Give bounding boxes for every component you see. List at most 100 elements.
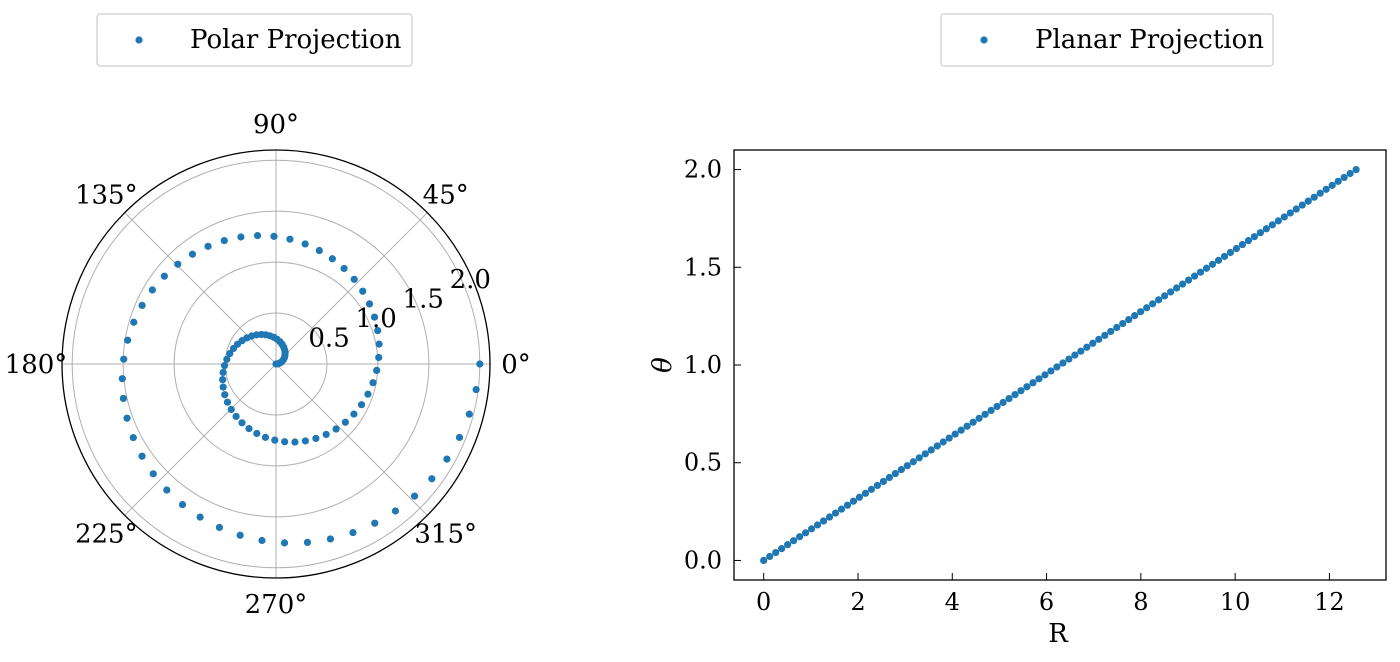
polar-point: [322, 430, 330, 439]
polar-point: [391, 507, 400, 515]
planar-point: [915, 454, 923, 462]
polar-point: [443, 455, 451, 463]
planar-legend-marker: [980, 36, 988, 44]
polar-point: [280, 539, 289, 547]
polar-point: [350, 410, 358, 418]
planar-point: [957, 426, 965, 434]
polar-legend: Polar Projection: [96, 13, 413, 67]
polar-point: [410, 492, 419, 500]
polar-point: [312, 434, 320, 442]
planar-point: [1328, 181, 1336, 189]
polar-point: [236, 531, 244, 539]
polar-point: [221, 391, 229, 399]
polar-point: [120, 355, 128, 363]
polar-radius-label: 0.5: [308, 324, 349, 354]
planar-point: [790, 537, 798, 545]
planar-point: [766, 552, 774, 561]
polar-legend-box: [96, 13, 413, 67]
polar-point: [326, 535, 335, 543]
planar-point: [885, 473, 893, 482]
planar-point: [1077, 347, 1085, 355]
polar-angle-label: 225°: [75, 520, 138, 550]
planar-point: [1340, 173, 1348, 182]
planar-point: [1352, 165, 1360, 174]
polar-point: [365, 300, 374, 308]
planar-point: [1226, 248, 1235, 257]
planar-point: [1125, 315, 1133, 324]
planar-point: [1202, 264, 1211, 272]
polar-point: [340, 264, 348, 273]
planar-point: [807, 525, 816, 533]
polar-point: [148, 286, 156, 294]
planar-point: [1131, 312, 1139, 320]
polar-point: [219, 383, 227, 391]
planar-point: [849, 497, 858, 505]
planar-point: [1172, 284, 1181, 292]
planar-point: [855, 493, 864, 501]
planar-point: [796, 533, 804, 541]
planar-point: [1035, 375, 1043, 383]
planar-point: [1155, 296, 1163, 304]
planar-point: [1059, 359, 1067, 367]
planar-point: [1274, 217, 1282, 225]
planar-point: [1089, 339, 1097, 347]
polar-point: [472, 385, 480, 394]
polar-point: [130, 318, 138, 326]
planar-point: [1161, 292, 1169, 300]
cartesian-chart: 0 2 4 6 8 10 12 0.0 0.5 1.0 1.5 2.0 R θ: [648, 149, 1387, 649]
x-axis-label: R: [1048, 619, 1069, 649]
planar-point: [1047, 367, 1055, 375]
polar-point: [455, 433, 464, 442]
polar-point: [476, 360, 484, 368]
planar-point: [1334, 177, 1342, 185]
polar-angle-label: 270°: [245, 590, 308, 620]
planar-point: [903, 462, 911, 470]
polar-point: [223, 398, 232, 406]
planar-point: [921, 450, 929, 458]
polar-point: [371, 519, 379, 527]
polar-point: [291, 438, 299, 446]
planar-legend: Planar Projection: [940, 13, 1274, 67]
planar-point: [1298, 201, 1306, 209]
polar-scatter-series: [118, 232, 484, 547]
planar-point: [1196, 268, 1205, 276]
polar-point: [303, 538, 312, 547]
planar-point: [1322, 185, 1330, 193]
planar-point: [1023, 383, 1031, 391]
planar-point: [969, 418, 977, 426]
planar-point: [909, 458, 917, 466]
y-tick-label: 0.0: [684, 546, 722, 574]
cartesian-ticks: 0 2 4 6 8 10 12 0.0 0.5 1.0 1.5 2.0: [684, 156, 1345, 616]
polar-radius-label: 2.0: [450, 265, 491, 295]
polar-point: [196, 513, 204, 521]
polar-point: [332, 425, 340, 433]
polar-point: [349, 528, 357, 537]
polar-point: [204, 242, 212, 250]
planar-point: [951, 430, 959, 438]
x-tick-label: 10: [1220, 588, 1251, 616]
polar-point: [373, 366, 381, 374]
planar-point: [813, 521, 822, 529]
planar-point: [963, 422, 971, 430]
planar-point: [1011, 391, 1019, 399]
planar-point: [1149, 300, 1157, 308]
polar-point: [149, 470, 157, 478]
planar-point: [1071, 351, 1079, 359]
polar-spoke: [124, 363, 277, 516]
polar-point: [357, 401, 366, 409]
y-tick-label: 1.5: [684, 253, 722, 281]
planar-point: [1244, 237, 1252, 245]
planar-point: [873, 481, 881, 490]
planar-point: [879, 477, 887, 486]
polar-point: [375, 353, 383, 362]
planar-point: [975, 414, 983, 422]
planar-point: [927, 446, 935, 454]
polar-point: [315, 246, 323, 255]
planar-point: [993, 402, 1001, 411]
polar-point: [160, 272, 168, 280]
polar-point: [220, 362, 229, 370]
planar-point: [939, 438, 947, 446]
planar-point: [843, 501, 852, 509]
planar-point: [837, 505, 846, 513]
polar-point: [232, 412, 240, 421]
